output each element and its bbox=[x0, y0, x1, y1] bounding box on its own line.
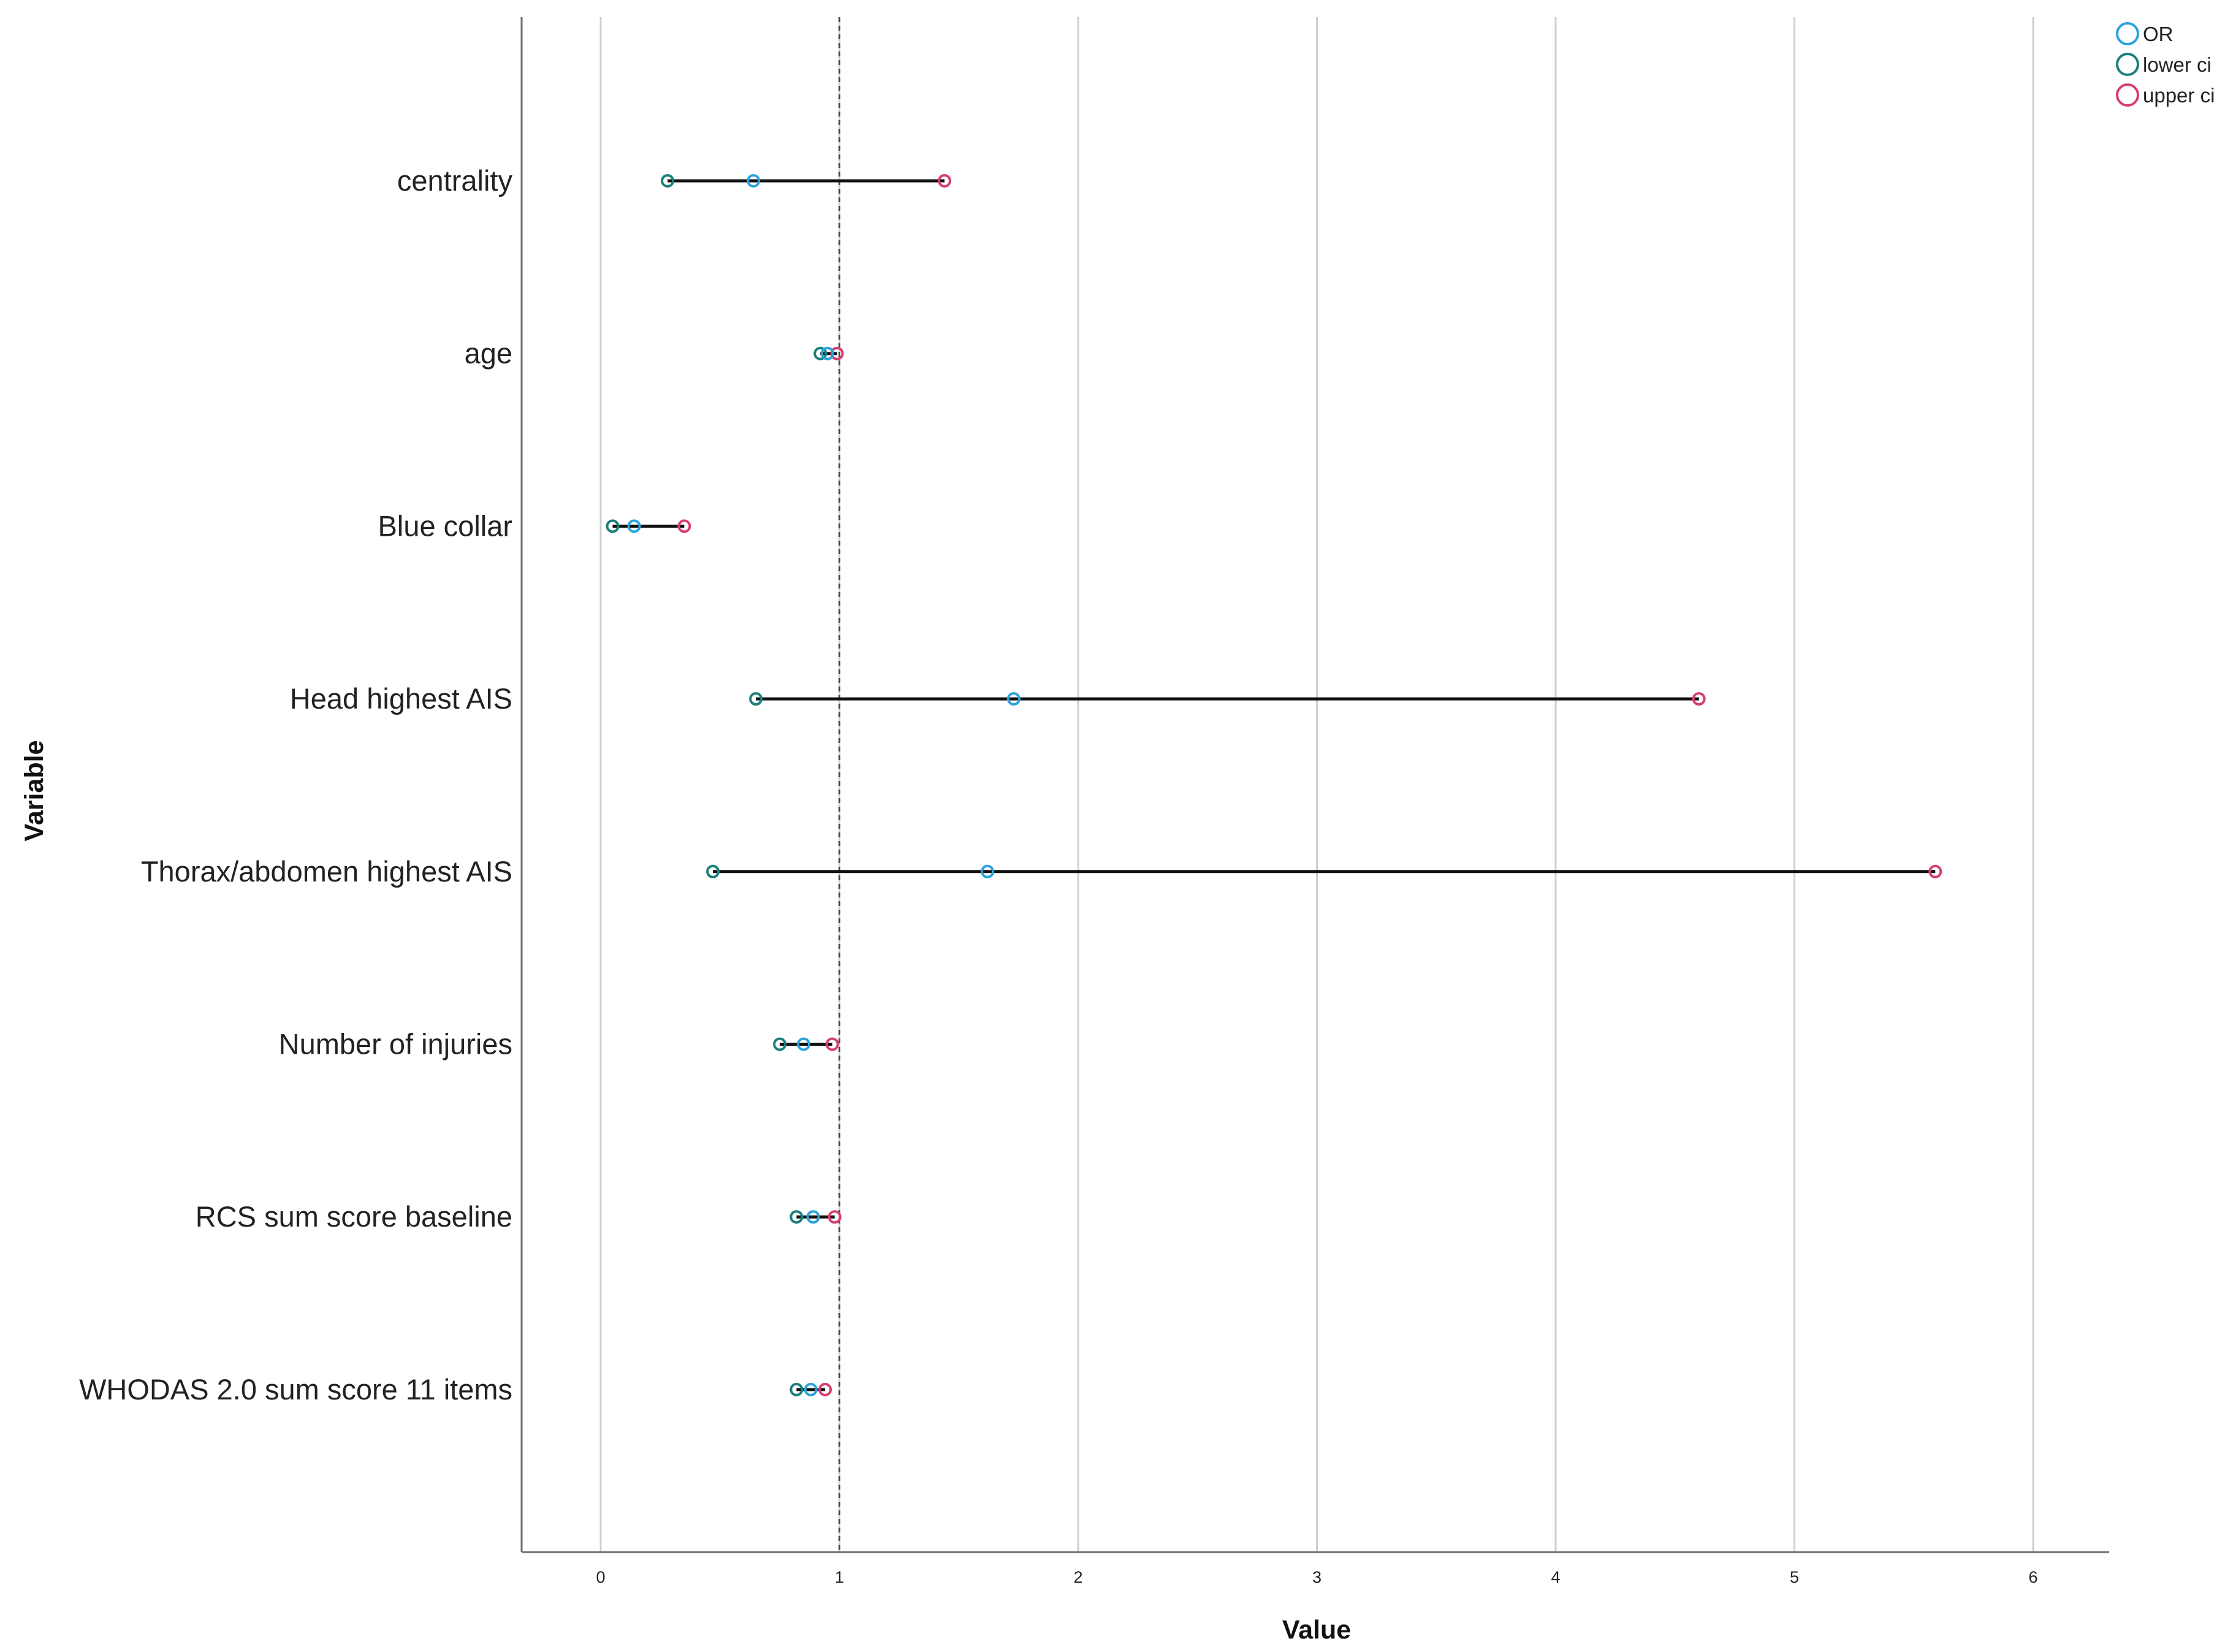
x-tick-label: 4 bbox=[1551, 1568, 1560, 1586]
y-tick-label: centrality bbox=[397, 164, 513, 197]
point-upper-ci bbox=[1692, 692, 1706, 706]
legend: OR lower ci upper ci bbox=[2116, 22, 2215, 107]
point-lower-ci bbox=[706, 864, 720, 878]
point-lower-ci bbox=[789, 1210, 804, 1224]
legend-marker-icon bbox=[2116, 83, 2139, 107]
point-or bbox=[821, 346, 835, 360]
point-upper-ci bbox=[825, 1037, 839, 1051]
y-tick-label: Number of injuries bbox=[279, 1028, 512, 1060]
point-lower-ci bbox=[773, 1037, 787, 1051]
x-tick-label: 3 bbox=[1312, 1568, 1322, 1586]
point-upper-ci bbox=[937, 174, 951, 188]
y-tick-label: Head highest AIS bbox=[290, 682, 512, 715]
x-tick-label: 0 bbox=[596, 1568, 605, 1586]
y-tick-label: WHODAS 2.0 sum score 11 items bbox=[79, 1373, 512, 1406]
point-upper-ci bbox=[677, 519, 691, 533]
point-upper-ci bbox=[830, 346, 844, 360]
point-upper-ci bbox=[827, 1210, 842, 1224]
legend-marker-icon bbox=[2116, 53, 2139, 76]
confidence-interval-bars bbox=[612, 179, 1936, 1391]
legend-label: lower ci bbox=[2143, 53, 2212, 76]
point-or bbox=[980, 864, 994, 878]
data-points bbox=[606, 174, 1942, 1396]
point-upper-ci bbox=[818, 1382, 832, 1396]
y-axis-title: Variable bbox=[20, 740, 49, 842]
x-tick-label: 6 bbox=[2028, 1568, 2037, 1586]
point-or bbox=[627, 519, 641, 533]
x-tick-label: 2 bbox=[1073, 1568, 1082, 1586]
legend-label: upper ci bbox=[2143, 84, 2215, 107]
y-tick-label: Thorax/abdomen highest AIS bbox=[141, 855, 512, 888]
point-upper-ci bbox=[1928, 864, 1942, 878]
point-or bbox=[747, 174, 761, 188]
point-lower-ci bbox=[661, 174, 675, 188]
point-or bbox=[804, 1382, 818, 1396]
y-tick-label: age bbox=[465, 337, 512, 370]
y-tick-label: Blue collar bbox=[378, 509, 512, 542]
x-tick-label: 5 bbox=[1790, 1568, 1799, 1586]
point-or bbox=[806, 1210, 820, 1224]
point-or bbox=[1006, 692, 1021, 706]
x-tick-labels: 0 1 2 3 4 5 6 bbox=[596, 1568, 2037, 1586]
legend-marker-icon bbox=[2116, 22, 2139, 45]
point-lower-ci bbox=[789, 1382, 804, 1396]
point-or bbox=[797, 1037, 811, 1051]
point-lower-ci bbox=[813, 346, 827, 360]
y-tick-labels: centrality age Blue collar Head highest AIS… bbox=[79, 164, 512, 1406]
x-tick-label: 1 bbox=[835, 1568, 844, 1586]
gridlines bbox=[599, 17, 2034, 1552]
legend-label: OR bbox=[2143, 23, 2174, 45]
point-lower-ci bbox=[749, 692, 763, 706]
point-lower-ci bbox=[606, 519, 620, 533]
y-tick-label: RCS sum score baseline bbox=[196, 1200, 512, 1233]
x-axis-title: Value bbox=[1282, 1615, 1351, 1645]
